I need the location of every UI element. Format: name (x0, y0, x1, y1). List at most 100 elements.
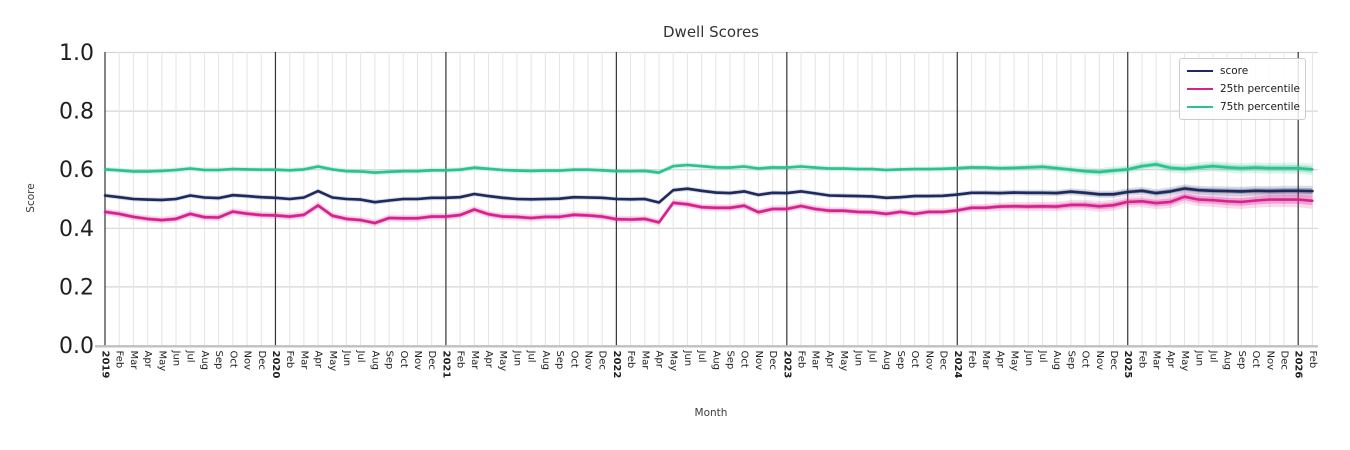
x-tick-label-month: Mar (810, 351, 821, 371)
y-tick-label: 0.8 (59, 100, 94, 125)
x-tick-label-month: Nov (1264, 351, 1275, 371)
x-tick-label-month: Jul (355, 350, 366, 363)
x-tick-label-month: Nov (753, 351, 764, 371)
x-tick-label-month: Apr (824, 351, 835, 369)
x-tick-label-month: Oct (1080, 351, 1091, 368)
x-axis-label: Month (694, 407, 728, 419)
y-tick-label: 0.0 (59, 334, 94, 359)
y-tick-label: 1.0 (59, 41, 94, 66)
x-tick-label-month: Jul (526, 350, 537, 363)
x-tick-label-month: Sep (554, 351, 565, 370)
x-tick-label-month: Sep (384, 351, 395, 370)
x-tick-label-month: Aug (710, 351, 721, 371)
x-tick-label-month: Dec (938, 351, 949, 370)
x-tick-label-month: May (497, 351, 508, 372)
x-tick-label-year: 2019 (100, 351, 111, 379)
x-tick-label-month: Jun (171, 350, 182, 367)
x-tick-label-month: Feb (1136, 351, 1147, 369)
x-tick-label-month: Sep (1236, 351, 1247, 370)
x-tick-label-month: Aug (199, 351, 210, 371)
series-line-score (103, 187, 1314, 204)
x-tick-label-month: Nov (583, 351, 594, 371)
x-tick-label-month: Mar (128, 351, 139, 371)
x-tick-label-month: Aug (540, 351, 551, 371)
series-line-25th-percentile (103, 195, 1314, 225)
x-tick-label-month: Nov (923, 351, 934, 371)
y-tick-label: 0.4 (59, 217, 94, 242)
legend-swatch (1187, 105, 1213, 109)
x-tick-label-month: Apr (1165, 351, 1176, 369)
x-tick-label-month: Aug (1222, 351, 1233, 371)
x-tick-label-month: May (327, 351, 338, 372)
x-tick-label-month: Feb (966, 351, 977, 369)
x-tick-label-month: Mar (469, 351, 480, 371)
x-tick-label-month: Apr (313, 351, 324, 369)
series-lines (103, 163, 1314, 225)
x-tick-label-month: Dec (597, 351, 608, 370)
x-tick-label-month: Aug (369, 351, 380, 371)
x-tick-label-month: Jun (511, 350, 522, 367)
x-tick-label-month: Sep (725, 351, 736, 370)
x-tick-label-month: Sep (895, 351, 906, 370)
x-tick-label-month: Sep (1065, 351, 1076, 370)
x-tick-label-month: Apr (483, 351, 494, 369)
x-tick-label-month: Feb (625, 351, 636, 369)
x-tick-label-month: Oct (398, 351, 409, 368)
x-tick-label-month: Jul (185, 350, 196, 363)
x-tick-label-month: Apr (654, 351, 665, 369)
y-tick-labels: 0.0 0.2 0.4 0.6 0.8 1.0 (59, 41, 94, 359)
x-tick-label-month: Jun (1193, 350, 1204, 367)
x-tick-label-month: Sep (213, 351, 224, 370)
legend: score 25th percentile 75th percentile (1179, 58, 1306, 120)
legend-label: 75th percentile (1220, 101, 1300, 113)
x-tick-label-year: 2023 (781, 351, 792, 379)
x-tick-label-month: Jul (1037, 350, 1048, 363)
x-tick-label-month: Jun (1023, 350, 1034, 367)
x-tick-label-month: Dec (1108, 351, 1119, 370)
x-tick-label-month: Feb (114, 351, 125, 369)
x-tick-label-year: 2025 (1122, 351, 1133, 379)
x-tick-label-month: Oct (227, 351, 238, 368)
x-tick-label-year: 2022 (611, 351, 622, 379)
x-tick-label-month: Nov (242, 351, 253, 371)
x-tick-label-month: Dec (767, 351, 778, 370)
x-tick-label-month: May (1009, 351, 1020, 372)
legend-label: score (1220, 65, 1249, 77)
legend-entry-score: score (1187, 64, 1298, 78)
x-tick-label-month: May (838, 351, 849, 372)
series-line-75th-percentile (103, 163, 1314, 174)
x-tick-label-month: Dec (1279, 351, 1290, 370)
chart-title: Dwell Scores (663, 23, 759, 41)
x-tick-label-month: Dec (256, 351, 267, 370)
x-tick-label-month: Oct (909, 351, 920, 368)
x-tick-labels: 2019 Feb Mar Apr May Jun Jul Aug Sep Oct Nov Dec 202… (100, 350, 1318, 379)
x-tick-label-month: Mar (1151, 351, 1162, 371)
x-tick-label-year: 2024 (952, 351, 963, 379)
y-tick-label: 0.6 (59, 158, 94, 183)
x-tick-label-month: May (1179, 351, 1190, 372)
x-tick-label-month: Oct (568, 351, 579, 368)
x-tick-label-month: May (668, 351, 679, 372)
x-tick-label-month: Oct (739, 351, 750, 368)
x-tick-label-month: Nov (1094, 351, 1105, 371)
x-tick-label-month: Feb (1307, 351, 1318, 369)
x-tick-label-month: Mar (298, 351, 309, 371)
x-tick-label-month: Dec (426, 351, 437, 370)
x-tick-label-month: Jun (682, 350, 693, 367)
x-tick-label-month: Jul (1208, 350, 1219, 363)
x-tick-label-month: Jun (852, 350, 863, 367)
y-axis-label: Score (25, 183, 37, 213)
x-tick-label-year: 2020 (270, 351, 281, 379)
x-tick-label-year: 2021 (440, 351, 451, 379)
x-tick-label-year: 2026 (1293, 351, 1304, 379)
x-tick-label-month: Mar (639, 351, 650, 371)
x-tick-label-month: Jul (867, 350, 878, 363)
legend-swatch (1187, 87, 1213, 91)
x-tick-label-month: Aug (1051, 351, 1062, 371)
x-tick-label-month: Feb (796, 351, 807, 369)
x-tick-label-month: Nov (412, 351, 423, 371)
x-tick-label-month: Aug (881, 351, 892, 371)
x-tick-label-month: Jun (341, 350, 352, 367)
